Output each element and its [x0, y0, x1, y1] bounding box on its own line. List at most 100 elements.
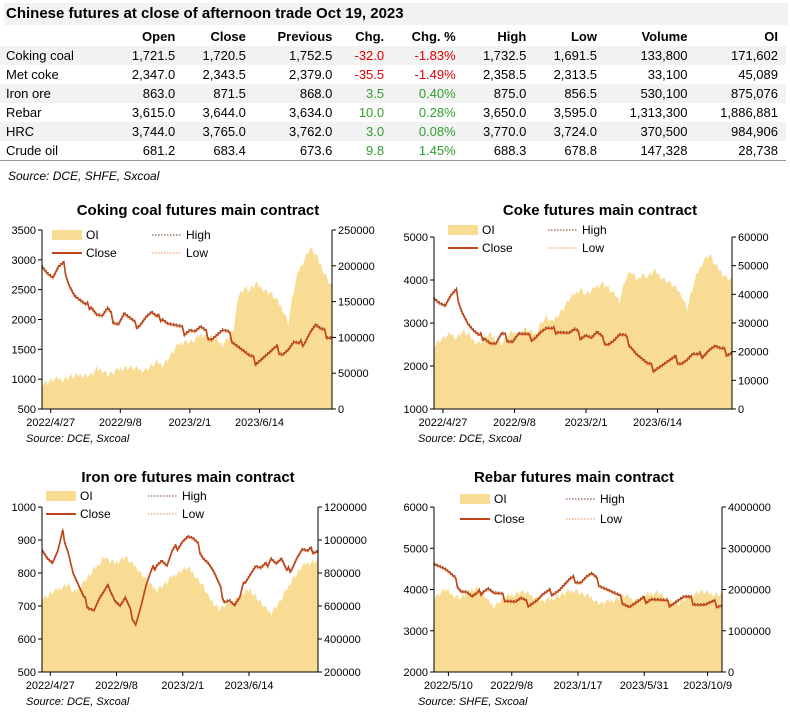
header-open: Open — [142, 29, 176, 44]
chart-svg: Iron ore futures main contract 500 600 700 8… — [12, 469, 367, 708]
cell-previous: 868.0 — [253, 84, 341, 103]
cell-close: 3,765.0 — [183, 122, 254, 141]
cell-high: 688.3 — [463, 141, 535, 161]
right-tick-label: 1000000 — [728, 626, 771, 638]
header-close: Close — [210, 29, 246, 44]
legend-oi-swatch — [460, 494, 490, 504]
chart-source: Source: DCE, Sxcoal — [418, 433, 522, 445]
header-oi: OI — [764, 29, 778, 44]
cell-oi: 171,602 — [695, 46, 786, 65]
left-tick-label: 3000 — [404, 626, 428, 638]
left-tick-label: 1000 — [12, 502, 36, 514]
left-tick-label: 2000 — [12, 315, 36, 327]
legend-high: High — [186, 228, 211, 242]
left-tick-label: 2000 — [404, 667, 428, 679]
x-tick-label: 2022/9/8 — [95, 680, 138, 692]
cell-chg: -35.5 — [354, 67, 385, 82]
chart-source: Source: SHFE, Sxcoal — [418, 696, 528, 708]
cell-chg-pct: 0.40% — [392, 84, 464, 103]
cell-high: 875.0 — [463, 84, 535, 103]
cell-previous: 2,379.0 — [289, 67, 333, 82]
chart-legend: OI High Close Low — [46, 489, 207, 521]
right-tick-label: 150000 — [338, 297, 375, 309]
cell-high: 2,358.5 — [482, 67, 527, 82]
legend-close: Close — [86, 246, 117, 260]
cell-low: 1,691.5 — [534, 46, 605, 65]
legend-high: High — [582, 223, 607, 237]
x-tick-label: 2023/10/9 — [683, 680, 732, 692]
chart-title: Coking coal futures main contract — [77, 202, 320, 219]
right-tick-label: 200000 — [338, 261, 375, 273]
left-tick-label: 3000 — [404, 318, 428, 330]
legend-high: High — [600, 492, 625, 506]
left-tick-label: 700 — [18, 601, 36, 613]
left-tick-label: 2000 — [404, 361, 428, 373]
iron-ore-chart: Iron ore futures main contract 500 600 700 8… — [0, 462, 390, 724]
right-tick-label: 2000000 — [728, 585, 771, 597]
close-line — [41, 529, 319, 627]
right-tick-label: 3000000 — [728, 543, 771, 555]
cell-previous: 1,752.5 — [253, 46, 341, 65]
x-tick-label: 2022/4/27 — [26, 417, 75, 429]
cell-oi: 45,089 — [738, 67, 778, 82]
low-line — [41, 262, 332, 368]
cell-previous: 3,762.0 — [253, 122, 341, 141]
x-tick-label: 2023/2/1 — [168, 417, 211, 429]
cell-oi: 875,076 — [695, 84, 786, 103]
left-tick-label: 4000 — [404, 585, 428, 597]
high-line — [433, 562, 723, 607]
cell-close: 2,343.5 — [202, 67, 246, 82]
left-tick-label: 5000 — [404, 232, 428, 244]
left-tick-label: 3000 — [12, 255, 36, 267]
coke-chart: Coke futures main contract 1000 2000 3000 40… — [394, 195, 788, 455]
chart-svg: Rebar futures main contract 2000 3000 4000 5… — [404, 469, 771, 708]
header-chg: Chg. — [355, 29, 385, 44]
rebar-chart: Rebar futures main contract 2000 3000 4000 5… — [394, 462, 788, 724]
high-line — [41, 259, 332, 365]
right-tick-label: 1000000 — [324, 535, 367, 547]
low-line — [433, 289, 733, 374]
cell-oi: 28,738 — [695, 141, 786, 161]
cell-chg-pct: -1.49% — [414, 67, 456, 82]
legend-oi: OI — [80, 489, 93, 503]
left-tick-label: 1000 — [404, 404, 428, 416]
x-tick-label: 2022/5/10 — [424, 680, 473, 692]
left-tick-label: 3500 — [12, 225, 36, 237]
x-tick-label: 2023/6/14 — [235, 417, 284, 429]
left-tick-label: 6000 — [404, 502, 428, 514]
chart-title: Coke futures main contract — [503, 202, 697, 219]
futures-quote-table: Open Close Previous Chg. Chg. % High Low… — [0, 27, 786, 161]
table-source: Source: DCE, SHFE, Sxcoal — [8, 169, 160, 183]
cell-chg-pct: 1.45% — [392, 141, 464, 161]
row-name: Rebar — [6, 105, 42, 120]
legend-oi: OI — [482, 223, 495, 237]
cell-volume: 530,100 — [604, 84, 696, 103]
cell-low: 3,724.0 — [534, 122, 605, 141]
cell-close: 1,720.5 — [183, 46, 254, 65]
left-tick-label: 500 — [18, 667, 36, 679]
chart-source: Source: DCE, Sxcoal — [26, 433, 130, 445]
x-tick-label: 2022/9/8 — [493, 417, 536, 429]
header-chg-pct: Chg. % — [411, 29, 456, 44]
high-line — [433, 286, 733, 372]
chart-svg: Coke futures main contract 1000 2000 3000 40… — [404, 202, 769, 445]
table-row: Met coke 2,347.0 2,343.5 2,379.0 -35.5 -1.49%… — [0, 65, 786, 84]
left-tick-label: 1500 — [12, 344, 36, 356]
row-name: Coking coal — [0, 46, 113, 65]
row-name: Crude oil — [0, 141, 113, 161]
high-line — [41, 528, 319, 625]
right-tick-label: 200000 — [324, 667, 361, 679]
cell-high: 3,650.0 — [482, 105, 527, 120]
cell-previous: 3,634.0 — [289, 105, 333, 120]
right-tick-label: 4000000 — [728, 502, 771, 514]
left-tick-label: 600 — [18, 634, 36, 646]
cell-volume: 370,500 — [604, 122, 696, 141]
x-tick-label: 2023/1/17 — [554, 680, 603, 692]
legend-oi: OI — [494, 492, 507, 506]
cell-volume: 33,100 — [647, 67, 688, 82]
header-previous: Previous — [277, 29, 333, 44]
row-name: HRC — [0, 122, 113, 141]
cell-low: 3,595.0 — [553, 105, 597, 120]
x-tick-label: 2022/4/27 — [26, 680, 75, 692]
right-tick-label: 0 — [338, 404, 344, 416]
